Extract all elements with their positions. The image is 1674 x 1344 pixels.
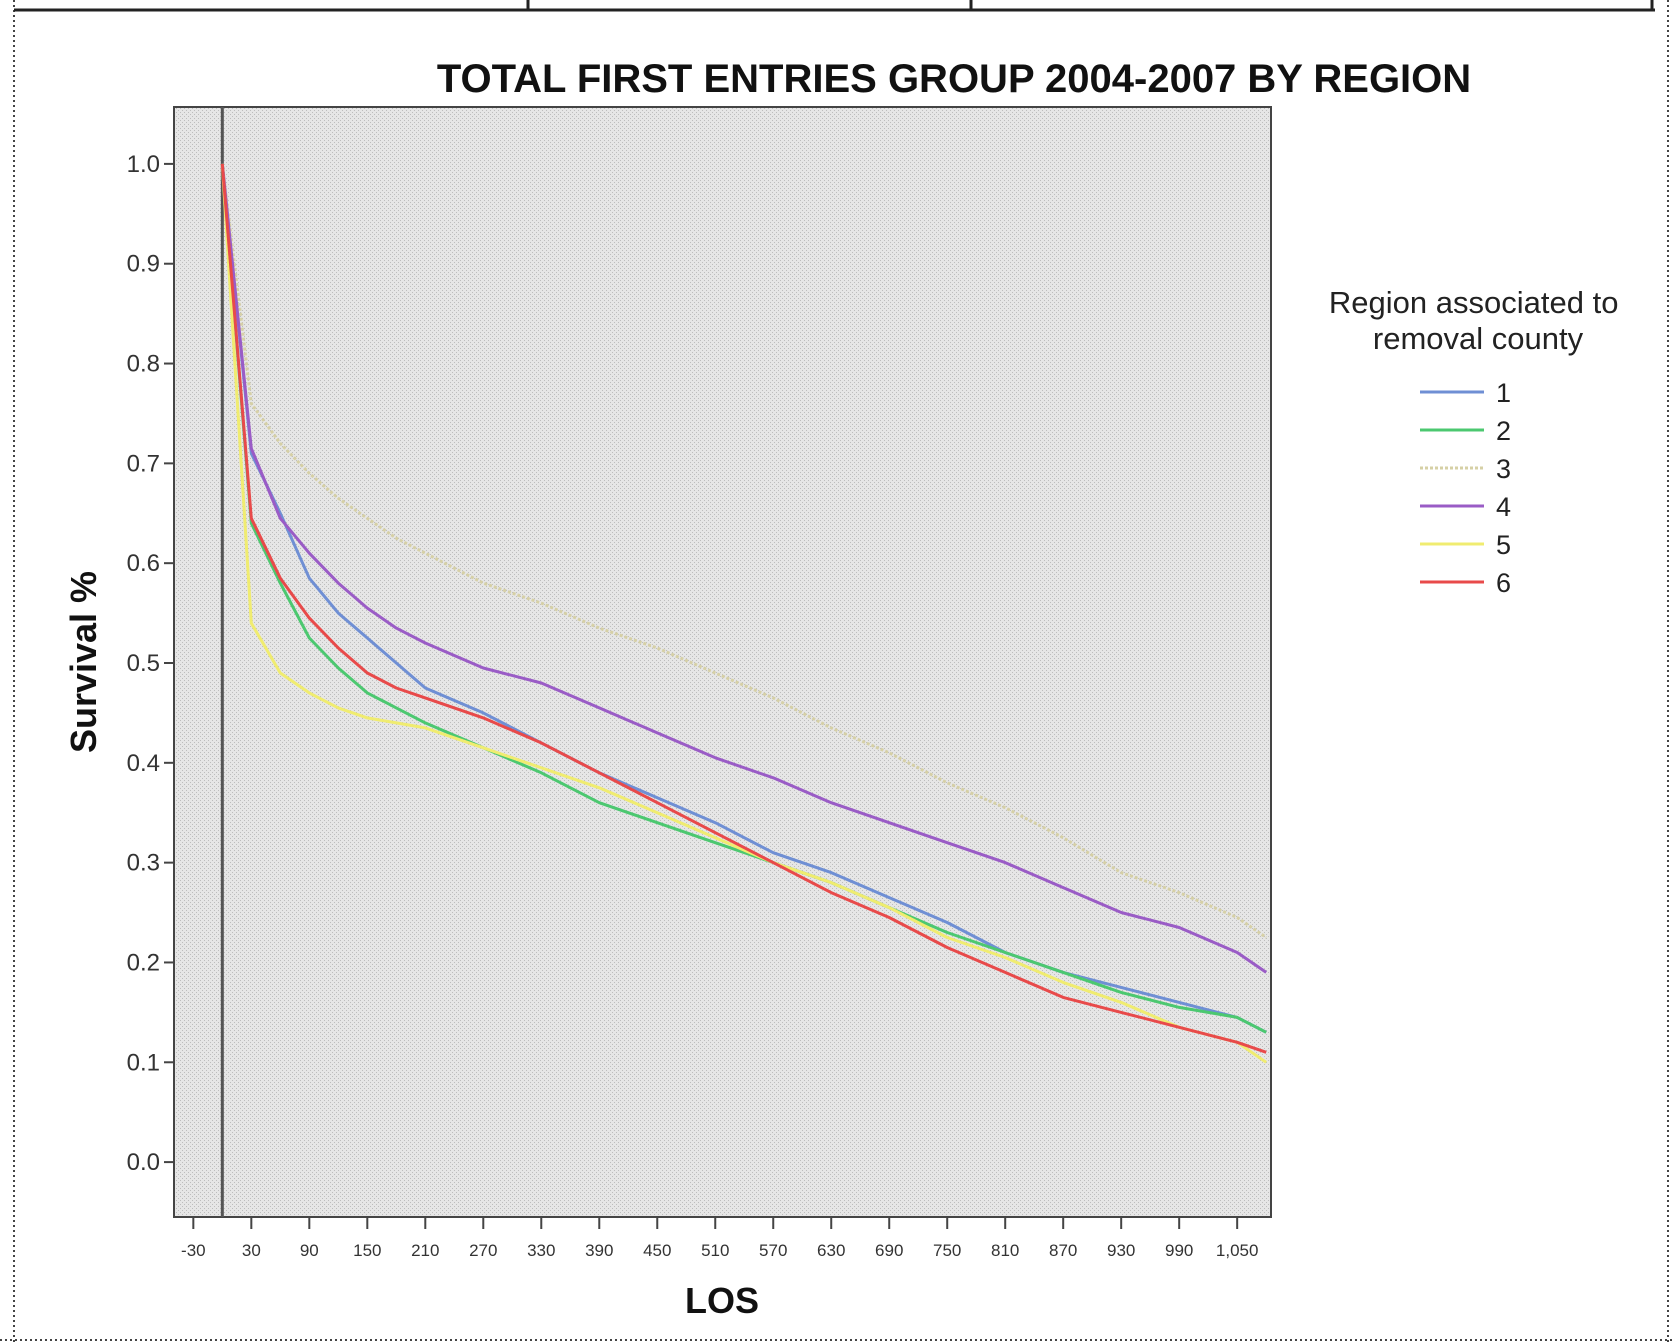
y-axis: 0.0 0.1 0.2 0.3 0.4 0.5 0.6 0.7 0.8 0.9 1.0 bbox=[127, 151, 174, 1176]
y-tick-label: 1.0 bbox=[127, 151, 160, 178]
x-tick-label: 30 bbox=[242, 1241, 261, 1260]
x-tick-label: 450 bbox=[643, 1241, 671, 1260]
y-tick-label: 0.0 bbox=[127, 1149, 160, 1176]
y-tick-label: 0.7 bbox=[127, 450, 160, 477]
series-line-1 bbox=[220, 163, 1267, 1034]
y-tick-label: 0.5 bbox=[127, 650, 160, 677]
legend: Region associated to removal county 1 2 3 4… bbox=[1329, 285, 1627, 598]
x-tick-label: -30 bbox=[181, 1241, 206, 1260]
y-tick-label: 0.4 bbox=[127, 750, 160, 777]
x-tick-label: 390 bbox=[585, 1241, 613, 1260]
x-tick-label: 510 bbox=[701, 1241, 729, 1260]
series-lines bbox=[220, 163, 1268, 1064]
legend-title-line-1: Region associated to bbox=[1329, 285, 1619, 320]
x-axis: -30 30 90 150 210 270 330 390 450 510 570 630 690 750… bbox=[174, 1216, 1271, 1260]
x-tick-label: 270 bbox=[469, 1241, 497, 1260]
y-tick-label: 0.6 bbox=[127, 550, 160, 577]
x-tick-label: 210 bbox=[411, 1241, 439, 1260]
legend-label-3: 3 bbox=[1496, 454, 1511, 484]
y-axis-title: Survival % bbox=[63, 571, 104, 753]
legend-label-5: 5 bbox=[1496, 530, 1511, 560]
x-tick-label: 570 bbox=[759, 1241, 787, 1260]
y-tick-label: 0.2 bbox=[127, 949, 160, 976]
series-line-5 bbox=[220, 163, 1268, 1064]
x-tick-label: 750 bbox=[933, 1241, 961, 1260]
legend-label-1: 1 bbox=[1496, 378, 1511, 408]
y-tick-label: 0.9 bbox=[127, 251, 160, 278]
chart-title: TOTAL FIRST ENTRIES GROUP 2004-2007 BY R… bbox=[437, 57, 1471, 101]
legend-items: 1 2 3 4 5 6 bbox=[1420, 378, 1511, 598]
x-tick-label: 810 bbox=[991, 1241, 1019, 1260]
y-tick-label: 0.1 bbox=[127, 1049, 160, 1076]
legend-title: Region associated to removal county bbox=[1329, 285, 1627, 356]
series-line-4 bbox=[220, 163, 1268, 974]
series-line-2 bbox=[220, 163, 1267, 1034]
x-tick-label: 870 bbox=[1049, 1241, 1077, 1260]
x-axis-title: LOS bbox=[685, 1280, 759, 1321]
legend-label-4: 4 bbox=[1496, 492, 1511, 522]
x-tick-label: 90 bbox=[300, 1241, 319, 1260]
legend-label-6: 6 bbox=[1496, 568, 1511, 598]
x-tick-label: 930 bbox=[1107, 1241, 1135, 1260]
legend-title-line-2: removal county bbox=[1373, 321, 1584, 356]
y-tick-label: 0.3 bbox=[127, 850, 160, 877]
x-tick-label: 630 bbox=[817, 1241, 845, 1260]
x-tick-label: 150 bbox=[353, 1241, 381, 1260]
plot-area bbox=[173, 106, 1272, 1218]
x-tick-label: 990 bbox=[1165, 1241, 1193, 1260]
legend-label-2: 2 bbox=[1496, 416, 1511, 446]
series-line-6 bbox=[220, 163, 1267, 1054]
x-tick-label: 330 bbox=[527, 1241, 555, 1260]
y-tick-label: 0.8 bbox=[127, 351, 160, 378]
series-line-3 bbox=[220, 163, 1268, 939]
x-tick-label: 1,050 bbox=[1216, 1241, 1259, 1260]
x-tick-label: 690 bbox=[875, 1241, 903, 1260]
